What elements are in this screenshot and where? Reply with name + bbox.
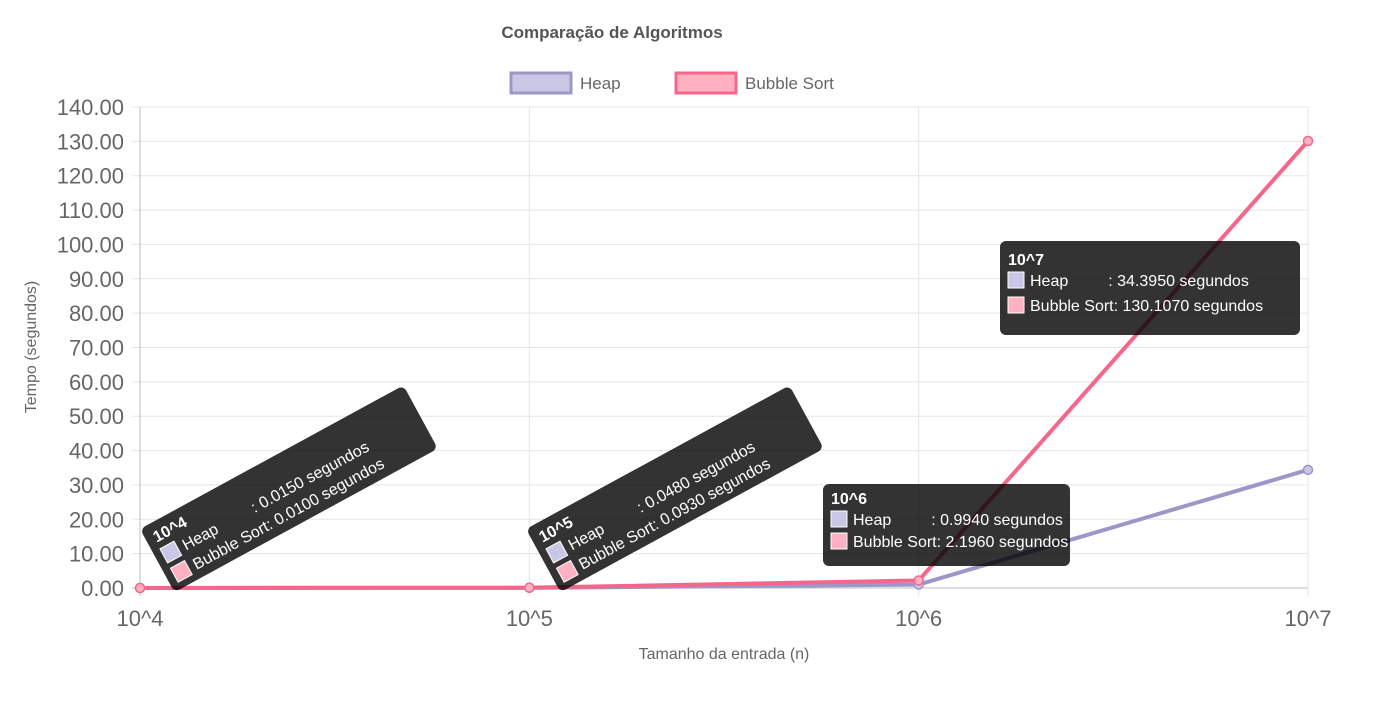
y-tick-label: 120.00	[57, 164, 124, 189]
tooltip-title: 10^7	[1008, 252, 1044, 269]
tooltip-line-1: Bubble Sort: 2.1960 segundos	[853, 534, 1068, 551]
y-tick-label: 140.00	[57, 95, 124, 120]
tooltip-title: 10^6	[831, 491, 867, 508]
tooltip-swatch-0	[830, 510, 848, 528]
legend-label-0: Heap	[580, 74, 621, 93]
y-axis-label: Tempo (segundos)	[23, 281, 40, 414]
data-point-1-2	[913, 575, 924, 586]
y-tick-label: 60.00	[69, 370, 124, 395]
y-tick-label: 70.00	[69, 336, 124, 361]
tooltip-swatch-1	[169, 559, 193, 583]
y-tick-label: 90.00	[69, 267, 124, 292]
x-tick-label: 10^5	[506, 606, 553, 631]
legend-swatch-1	[674, 71, 738, 95]
tooltip-swatch-0	[545, 540, 569, 564]
y-tick-label: 10.00	[69, 542, 124, 567]
series-line-1	[139, 139, 1310, 590]
tooltip-line-1: Bubble Sort: 130.1070 segundos	[1030, 298, 1263, 315]
y-tick-label: 130.00	[57, 129, 124, 154]
data-point-1-0	[134, 582, 146, 594]
x-axis-label: Tamanho da entrada (n)	[639, 646, 810, 663]
tooltip-3: 10^7 Heap : 34.3950 segundos Bubble Sort: …	[1000, 241, 1300, 335]
data-point-1-3	[1302, 135, 1314, 147]
x-tick-label: 10^4	[116, 606, 163, 631]
y-tick-label: 110.00	[58, 198, 124, 223]
data-point-1-1	[524, 582, 535, 593]
x-tick-label: 10^6	[895, 606, 942, 631]
tooltip-line-0: Heap : 34.3950 segundos	[1030, 273, 1249, 290]
legend-swatch-0	[509, 71, 573, 95]
tooltip-background	[528, 387, 822, 591]
tooltip-swatch-0	[1007, 271, 1025, 289]
y-axis-ticks: 0.00 10.00 20.00 30.00 40.00 50.00 60.00 70.00 8…	[57, 95, 124, 601]
x-tick-label: 10^7	[1284, 606, 1331, 631]
tooltip-background	[1000, 241, 1300, 335]
tooltip-line-0: Heap : 0.9940 segundos	[853, 512, 1063, 529]
y-tick-label: 20.00	[69, 507, 124, 532]
data-point-0-3	[1302, 464, 1314, 476]
tooltip-background	[142, 387, 436, 591]
y-tick-label: 50.00	[69, 404, 124, 429]
y-tick-label: 40.00	[69, 439, 124, 464]
tooltip-2: 10^6 Heap : 0.9940 segundos Bubble Sort: 2…	[823, 484, 1070, 566]
y-tick-label: 80.00	[69, 301, 124, 326]
legend-label-1: Bubble Sort	[745, 74, 834, 93]
tooltip-swatch-1	[555, 559, 579, 583]
tooltip-background	[823, 484, 1070, 566]
y-tick-label: 100.00	[57, 232, 124, 257]
legend: Heap Bubble Sort	[509, 71, 834, 95]
grid	[132, 106, 1309, 596]
tooltip-swatch-1	[830, 532, 848, 550]
y-tick-label: 0.00	[81, 576, 124, 601]
tooltip-swatch-0	[159, 540, 183, 564]
x-axis-ticks: 10^4 10^5 10^6 10^7	[116, 606, 1331, 631]
tooltip-swatch-1	[1007, 296, 1025, 314]
chart-title: Comparação de Algoritmos	[501, 23, 722, 42]
series-group	[134, 135, 1314, 594]
y-tick-label: 30.00	[69, 473, 124, 498]
